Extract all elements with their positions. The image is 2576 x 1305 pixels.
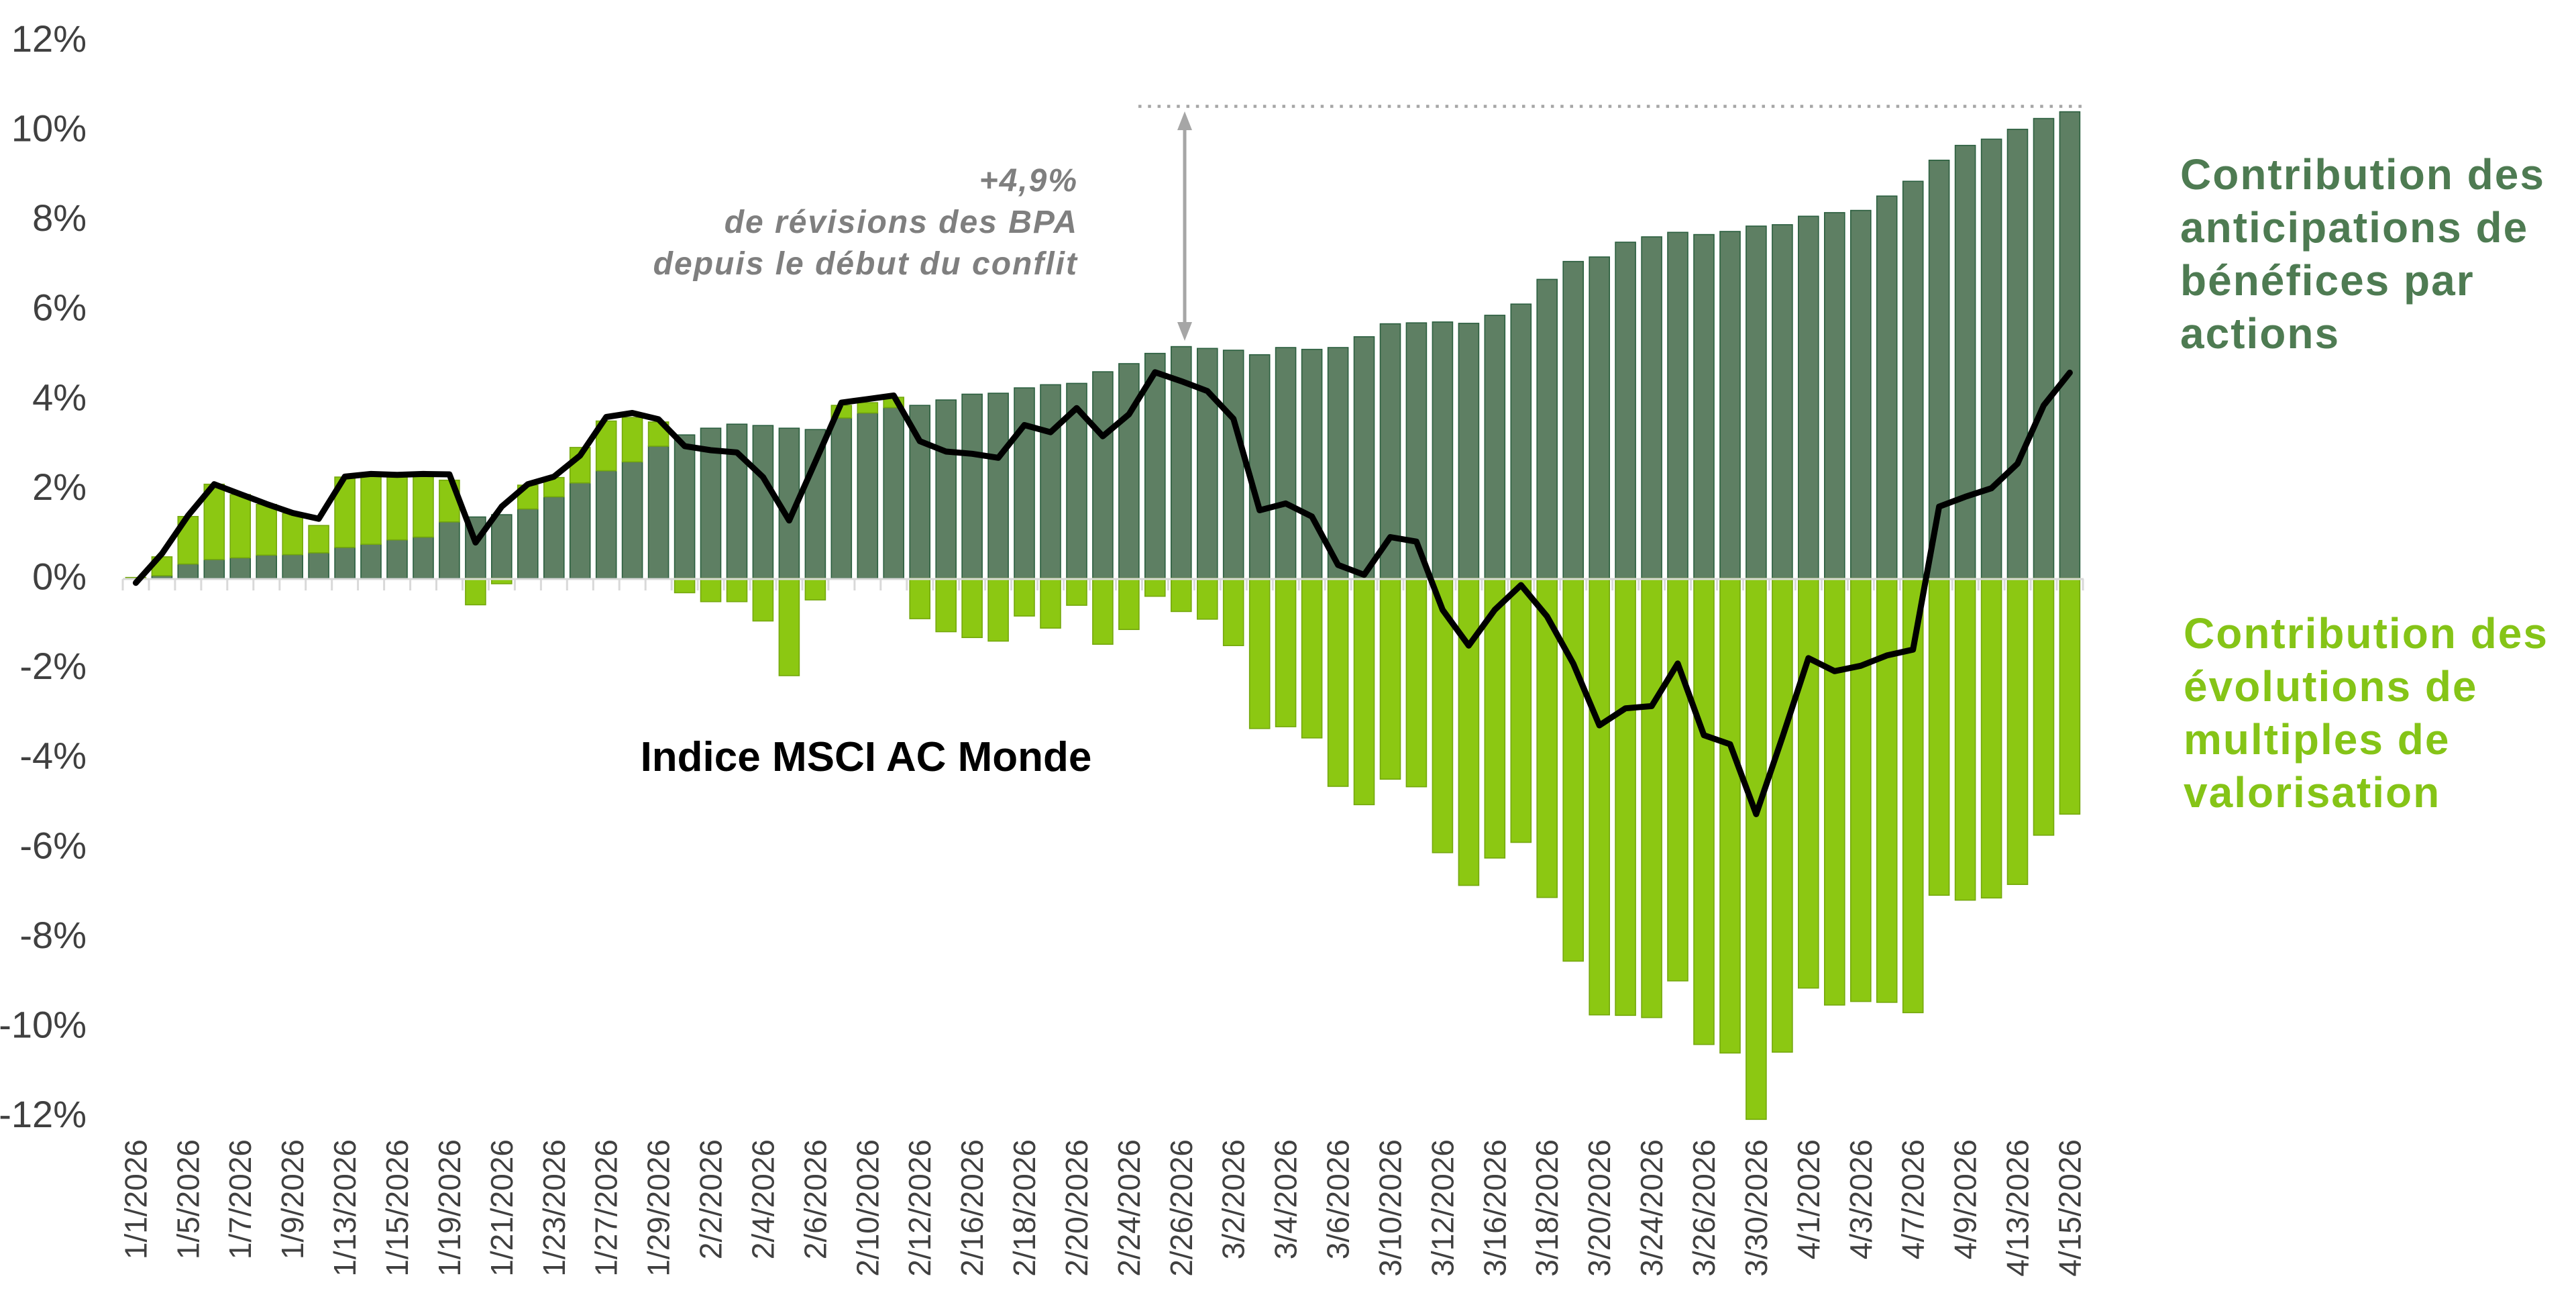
- svg-text:évolutions de: évolutions de: [2184, 662, 2478, 711]
- svg-text:Indice MSCI AC Monde: Indice MSCI AC Monde: [641, 734, 1092, 780]
- svg-text:3/6/2026: 3/6/2026: [1321, 1139, 1356, 1259]
- svg-text:4%: 4%: [32, 376, 87, 418]
- svg-text:-8%: -8%: [19, 914, 87, 956]
- svg-text:-6%: -6%: [19, 824, 87, 866]
- svg-text:0%: 0%: [32, 556, 87, 598]
- svg-text:3/30/2026: 3/30/2026: [1739, 1139, 1774, 1277]
- svg-text:12%: 12%: [11, 17, 87, 60]
- svg-text:2/6/2026: 2/6/2026: [798, 1139, 833, 1259]
- svg-text:3/4/2026: 3/4/2026: [1269, 1139, 1303, 1259]
- svg-text:1/5/2026: 1/5/2026: [170, 1139, 205, 1259]
- svg-text:1/23/2026: 1/23/2026: [537, 1139, 572, 1277]
- svg-text:1/13/2026: 1/13/2026: [327, 1139, 362, 1277]
- svg-text:-2%: -2%: [19, 645, 87, 687]
- svg-text:2/12/2026: 2/12/2026: [902, 1139, 937, 1277]
- svg-text:3/10/2026: 3/10/2026: [1373, 1139, 1408, 1277]
- svg-text:-4%: -4%: [19, 735, 87, 777]
- svg-text:4/1/2026: 4/1/2026: [1791, 1139, 1826, 1259]
- svg-text:2/24/2026: 2/24/2026: [1112, 1139, 1146, 1277]
- svg-text:1/27/2026: 1/27/2026: [589, 1139, 624, 1277]
- svg-text:3/16/2026: 3/16/2026: [1477, 1139, 1512, 1277]
- svg-text:2%: 2%: [32, 466, 87, 508]
- svg-text:2/18/2026: 2/18/2026: [1007, 1139, 1042, 1277]
- svg-text:1/1/2026: 1/1/2026: [118, 1139, 153, 1259]
- svg-text:2/2/2026: 2/2/2026: [694, 1139, 729, 1259]
- svg-text:2/4/2026: 2/4/2026: [745, 1139, 780, 1259]
- svg-text:3/26/2026: 3/26/2026: [1686, 1139, 1721, 1277]
- svg-text:multiples de: multiples de: [2184, 715, 2450, 764]
- svg-text:8%: 8%: [32, 197, 87, 239]
- svg-text:1/19/2026: 1/19/2026: [432, 1139, 467, 1277]
- svg-text:2/26/2026: 2/26/2026: [1164, 1139, 1199, 1277]
- svg-text:anticipations de: anticipations de: [2180, 203, 2528, 252]
- svg-text:4/7/2026: 4/7/2026: [1896, 1139, 1931, 1259]
- svg-text:+4,9%: +4,9%: [979, 163, 1078, 199]
- svg-text:bénéfices par: bénéfices par: [2180, 256, 2475, 305]
- svg-text:de révisions des BPA: de révisions des BPA: [724, 205, 1078, 240]
- svg-text:3/24/2026: 3/24/2026: [1634, 1139, 1669, 1277]
- svg-text:6%: 6%: [32, 286, 87, 329]
- svg-text:4/15/2026: 4/15/2026: [2052, 1139, 2087, 1277]
- svg-text:4/9/2026: 4/9/2026: [1948, 1139, 1983, 1259]
- svg-text:2/20/2026: 2/20/2026: [1059, 1139, 1094, 1277]
- svg-text:Contribution des: Contribution des: [2180, 150, 2545, 199]
- svg-text:-10%: -10%: [0, 1004, 87, 1046]
- svg-text:1/7/2026: 1/7/2026: [223, 1139, 258, 1259]
- svg-text:2/10/2026: 2/10/2026: [850, 1139, 885, 1277]
- svg-text:3/18/2026: 3/18/2026: [1529, 1139, 1564, 1277]
- svg-text:3/2/2026: 3/2/2026: [1216, 1139, 1251, 1259]
- svg-text:4/13/2026: 4/13/2026: [2000, 1139, 2035, 1277]
- svg-text:depuis le début du conflit: depuis le début du conflit: [653, 246, 1078, 282]
- svg-text:1/21/2026: 1/21/2026: [484, 1139, 519, 1277]
- svg-text:4/3/2026: 4/3/2026: [1843, 1139, 1878, 1259]
- svg-text:Contribution des: Contribution des: [2184, 609, 2548, 658]
- svg-text:3/12/2026: 3/12/2026: [1425, 1139, 1460, 1277]
- svg-text:1/15/2026: 1/15/2026: [380, 1139, 415, 1277]
- svg-text:3/20/2026: 3/20/2026: [1582, 1139, 1617, 1277]
- svg-text:valorisation: valorisation: [2184, 768, 2440, 817]
- svg-text:2/16/2026: 2/16/2026: [955, 1139, 989, 1277]
- svg-text:10%: 10%: [11, 107, 87, 150]
- svg-text:-12%: -12%: [0, 1093, 87, 1135]
- svg-text:actions: actions: [2180, 309, 2340, 358]
- svg-text:1/9/2026: 1/9/2026: [275, 1139, 310, 1259]
- svg-text:1/29/2026: 1/29/2026: [641, 1139, 676, 1277]
